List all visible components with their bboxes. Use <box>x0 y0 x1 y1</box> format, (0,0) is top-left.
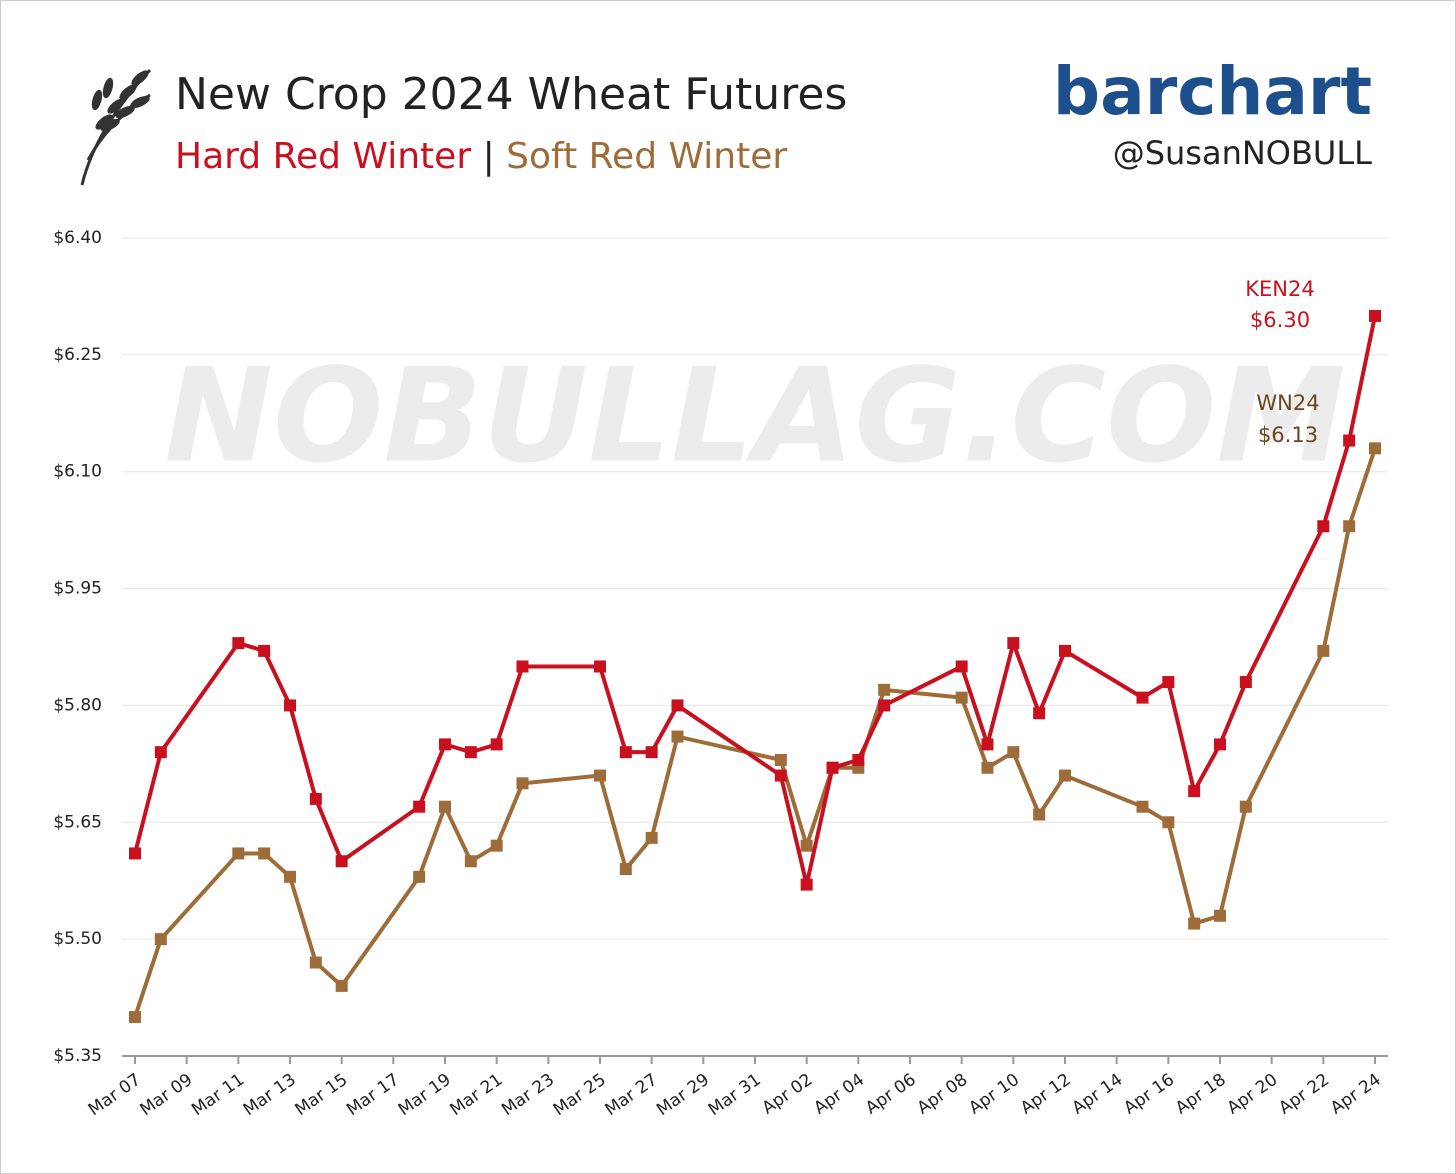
point <box>154 746 167 759</box>
y-tick-label: $5.95 <box>53 579 102 599</box>
legend: Hard Red Winter | Soft Red Winter <box>175 136 787 177</box>
point <box>1188 917 1201 930</box>
point <box>981 738 994 751</box>
point <box>464 746 477 759</box>
point <box>645 831 658 844</box>
point <box>1033 808 1046 821</box>
handle: @SusanNOBULL <box>1113 134 1372 172</box>
point <box>1136 800 1149 813</box>
point <box>800 878 813 891</box>
y-tick-label: $5.35 <box>53 1046 102 1066</box>
line <box>133 315 1377 886</box>
point <box>490 738 503 751</box>
line <box>133 447 1377 1018</box>
point <box>1162 816 1175 829</box>
point <box>1369 309 1381 322</box>
point <box>413 870 426 883</box>
point <box>878 699 891 712</box>
annotation: $6.13 <box>1258 423 1318 447</box>
legend-entry: Hard Red Winter <box>175 136 471 177</box>
point <box>439 738 451 751</box>
point <box>955 691 968 704</box>
point <box>413 800 426 813</box>
point <box>1369 442 1381 455</box>
y-tick-label: $5.80 <box>53 695 102 715</box>
point <box>852 753 865 766</box>
point <box>671 730 684 743</box>
point <box>309 792 322 805</box>
point <box>774 753 787 766</box>
point <box>1214 909 1226 922</box>
brand-logo: barchart <box>1053 53 1372 130</box>
series <box>129 309 1381 891</box>
point <box>955 660 968 673</box>
annotation: KEN24 <box>1245 277 1314 301</box>
point <box>1343 434 1356 447</box>
annotation: $6.30 <box>1250 308 1310 332</box>
point <box>1007 637 1020 650</box>
point <box>1239 800 1252 813</box>
point <box>1059 644 1071 657</box>
y-tick-label: $6.25 <box>53 345 102 365</box>
point <box>1059 769 1071 782</box>
point <box>1343 520 1356 533</box>
point <box>1214 738 1226 751</box>
point <box>335 855 348 868</box>
point <box>1188 785 1201 798</box>
point <box>232 637 245 650</box>
wheat-icon <box>80 68 152 186</box>
point <box>645 746 658 759</box>
point <box>981 761 994 774</box>
annotation: WN24 <box>1256 391 1319 415</box>
point <box>232 847 245 860</box>
point <box>284 699 296 712</box>
point <box>258 644 271 657</box>
point <box>129 1011 141 1024</box>
point <box>1033 707 1046 720</box>
point <box>1162 676 1175 689</box>
y-tick-label: $5.65 <box>53 812 102 832</box>
point <box>800 839 813 852</box>
y-tick-label: $5.50 <box>53 929 102 949</box>
point <box>439 800 451 813</box>
point <box>1007 746 1020 759</box>
point <box>826 761 839 774</box>
point <box>516 777 529 790</box>
point <box>878 683 891 696</box>
legend-entry: Soft Red Winter <box>506 136 787 177</box>
point <box>335 979 348 992</box>
point <box>464 855 477 868</box>
point <box>490 839 503 852</box>
point <box>594 769 606 782</box>
point <box>594 660 606 673</box>
y-tick-label: $6.10 <box>53 462 102 482</box>
point <box>774 769 787 782</box>
point <box>619 863 632 876</box>
chart-title: New Crop 2024 Wheat Futures <box>175 69 847 120</box>
y-tick-label: $6.40 <box>53 228 102 248</box>
point <box>1136 691 1149 704</box>
point <box>516 660 529 673</box>
point <box>129 847 141 860</box>
series <box>129 442 1381 1024</box>
point <box>284 870 296 883</box>
point <box>619 746 632 759</box>
point <box>671 699 684 712</box>
watermark: NOBULLAG.COM <box>164 340 1346 492</box>
point <box>154 933 167 946</box>
point <box>1317 644 1330 657</box>
point <box>309 956 322 969</box>
point <box>1239 676 1252 689</box>
point <box>258 847 271 860</box>
legend-separator: | <box>483 136 495 177</box>
point <box>1317 520 1330 533</box>
